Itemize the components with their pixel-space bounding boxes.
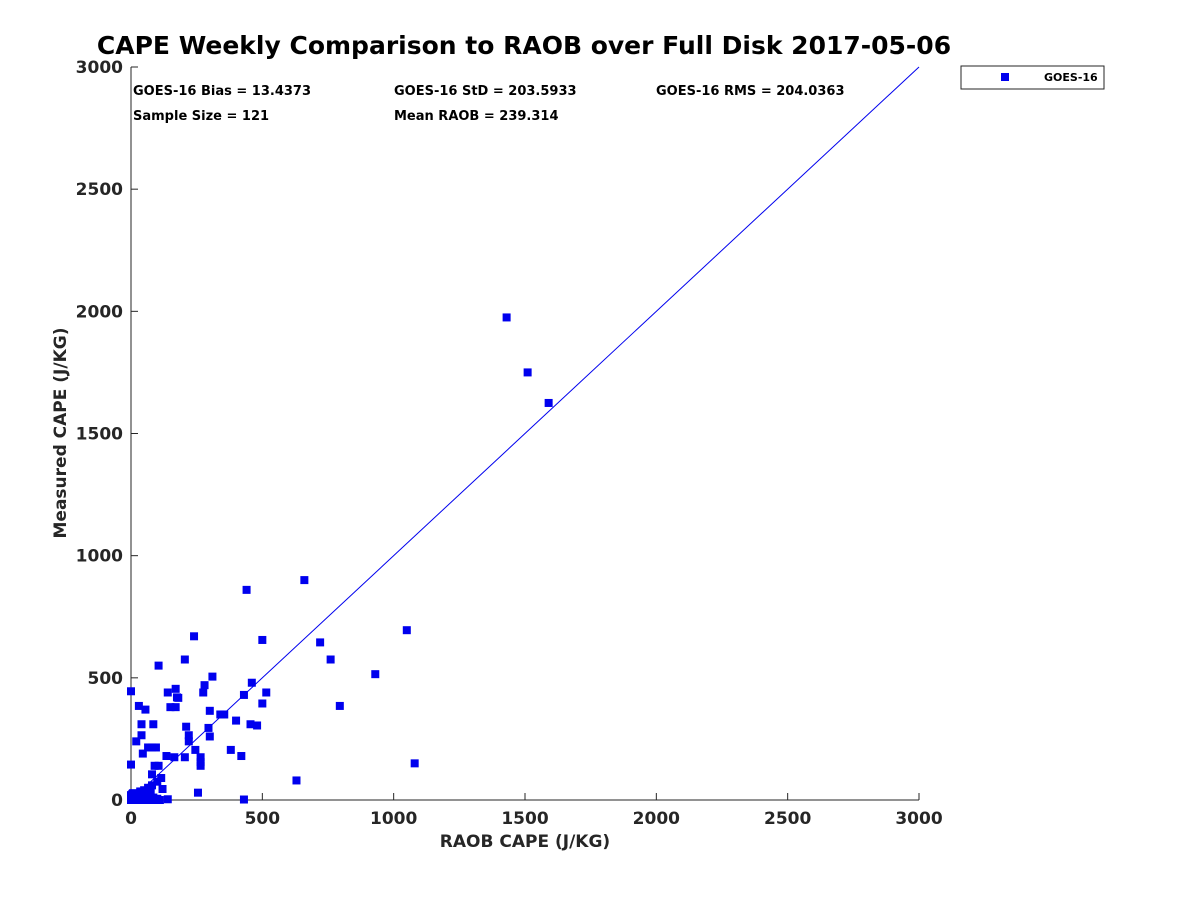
data-point [141, 705, 150, 714]
data-point [149, 720, 158, 729]
data-point [196, 761, 205, 770]
x-tick-label: 3000 [895, 809, 942, 829]
data-point [246, 720, 255, 729]
data-point [134, 701, 143, 710]
data-point [170, 753, 179, 762]
data-point [163, 795, 172, 804]
data-point [137, 731, 146, 740]
data-point [154, 661, 163, 670]
data-point [180, 655, 189, 664]
y-tick-label: 0 [111, 791, 123, 811]
data-point [371, 670, 380, 679]
x-tick-label: 0 [125, 809, 137, 829]
data-point [239, 795, 248, 804]
data-point [242, 585, 251, 594]
data-point [191, 745, 200, 754]
data-point [247, 678, 256, 687]
stat-std: GOES-16 StD = 203.5933 [394, 84, 577, 99]
data-point [316, 638, 325, 647]
data-point [190, 632, 199, 641]
data-point [153, 777, 162, 786]
axis-ticks: 0 500 1000 1500 2000 2500 3000 0 500 1000 1500 2000… [76, 58, 943, 829]
y-tick-label: 2000 [76, 302, 123, 322]
data-point [300, 576, 309, 585]
data-point [402, 626, 411, 635]
data-point [196, 753, 205, 762]
legend-box [960, 65, 1105, 90]
x-tick-label: 1500 [501, 809, 548, 829]
data-point [158, 785, 167, 794]
y-tick-label: 3000 [76, 58, 123, 78]
data-point [292, 776, 301, 785]
data-point [258, 635, 267, 644]
data-point [127, 687, 135, 696]
data-point [144, 793, 153, 802]
data-point [127, 760, 135, 769]
data-point [226, 745, 235, 754]
data-point [544, 398, 553, 407]
chart-title: CAPE Weekly Comparison to RAOB over Full… [97, 31, 951, 60]
stat-sample-size: Sample Size = 121 [133, 109, 269, 124]
data-point [258, 699, 267, 708]
y-tick-label: 1500 [76, 425, 123, 445]
legend-marker-square [1001, 73, 1009, 81]
data-point [184, 731, 193, 740]
data-point [174, 693, 183, 702]
data-point [523, 368, 532, 377]
data-point [502, 313, 511, 322]
data-point [410, 759, 419, 768]
one-to-one-line [130, 66, 920, 801]
legend-label: GOES-16 [1044, 71, 1098, 84]
data-point [182, 722, 191, 731]
data-point [205, 732, 214, 741]
data-point [166, 703, 175, 712]
data-point [205, 706, 214, 715]
y-tick-label: 500 [88, 669, 124, 689]
data-point [155, 796, 164, 804]
data-point [237, 752, 246, 761]
data-point [220, 710, 229, 719]
data-point [184, 737, 193, 746]
data-point [162, 752, 171, 761]
data-point [239, 690, 248, 699]
y-axis-label: Measured CAPE (J/KG) [51, 328, 71, 539]
data-point [326, 655, 335, 664]
scatter-points [127, 313, 553, 804]
legend: GOES-16 [960, 65, 1105, 90]
stat-rms: GOES-16 RMS = 204.0363 [656, 84, 845, 99]
data-point [253, 721, 262, 730]
stat-mean-raob: Mean RAOB = 239.314 [394, 109, 559, 124]
data-point [262, 688, 271, 697]
data-point [129, 789, 138, 798]
x-tick-label: 1000 [370, 809, 417, 829]
data-point [148, 770, 157, 779]
data-point [154, 761, 163, 770]
x-axis-label: RAOB CAPE (J/KG) [440, 832, 610, 852]
data-point [132, 737, 141, 746]
data-point [193, 788, 202, 797]
data-point [135, 792, 144, 801]
x-tick-label: 2000 [633, 809, 680, 829]
x-tick-label: 2500 [764, 809, 811, 829]
x-tick-label: 500 [245, 809, 281, 829]
data-point [199, 688, 208, 697]
data-point [163, 688, 172, 697]
data-point [204, 723, 213, 732]
data-point [200, 681, 209, 690]
data-point [138, 749, 147, 758]
data-point [180, 753, 189, 762]
data-point [151, 743, 160, 752]
data-point [137, 720, 146, 729]
data-point [171, 703, 180, 712]
y-tick-label: 1000 [76, 547, 123, 567]
data-point [127, 795, 136, 804]
data-point [335, 701, 344, 710]
data-point [171, 684, 180, 693]
data-point [208, 672, 217, 681]
y-tick-label: 2500 [76, 180, 123, 200]
stat-bias: GOES-16 Bias = 13.4373 [133, 84, 311, 99]
data-point [232, 716, 241, 725]
